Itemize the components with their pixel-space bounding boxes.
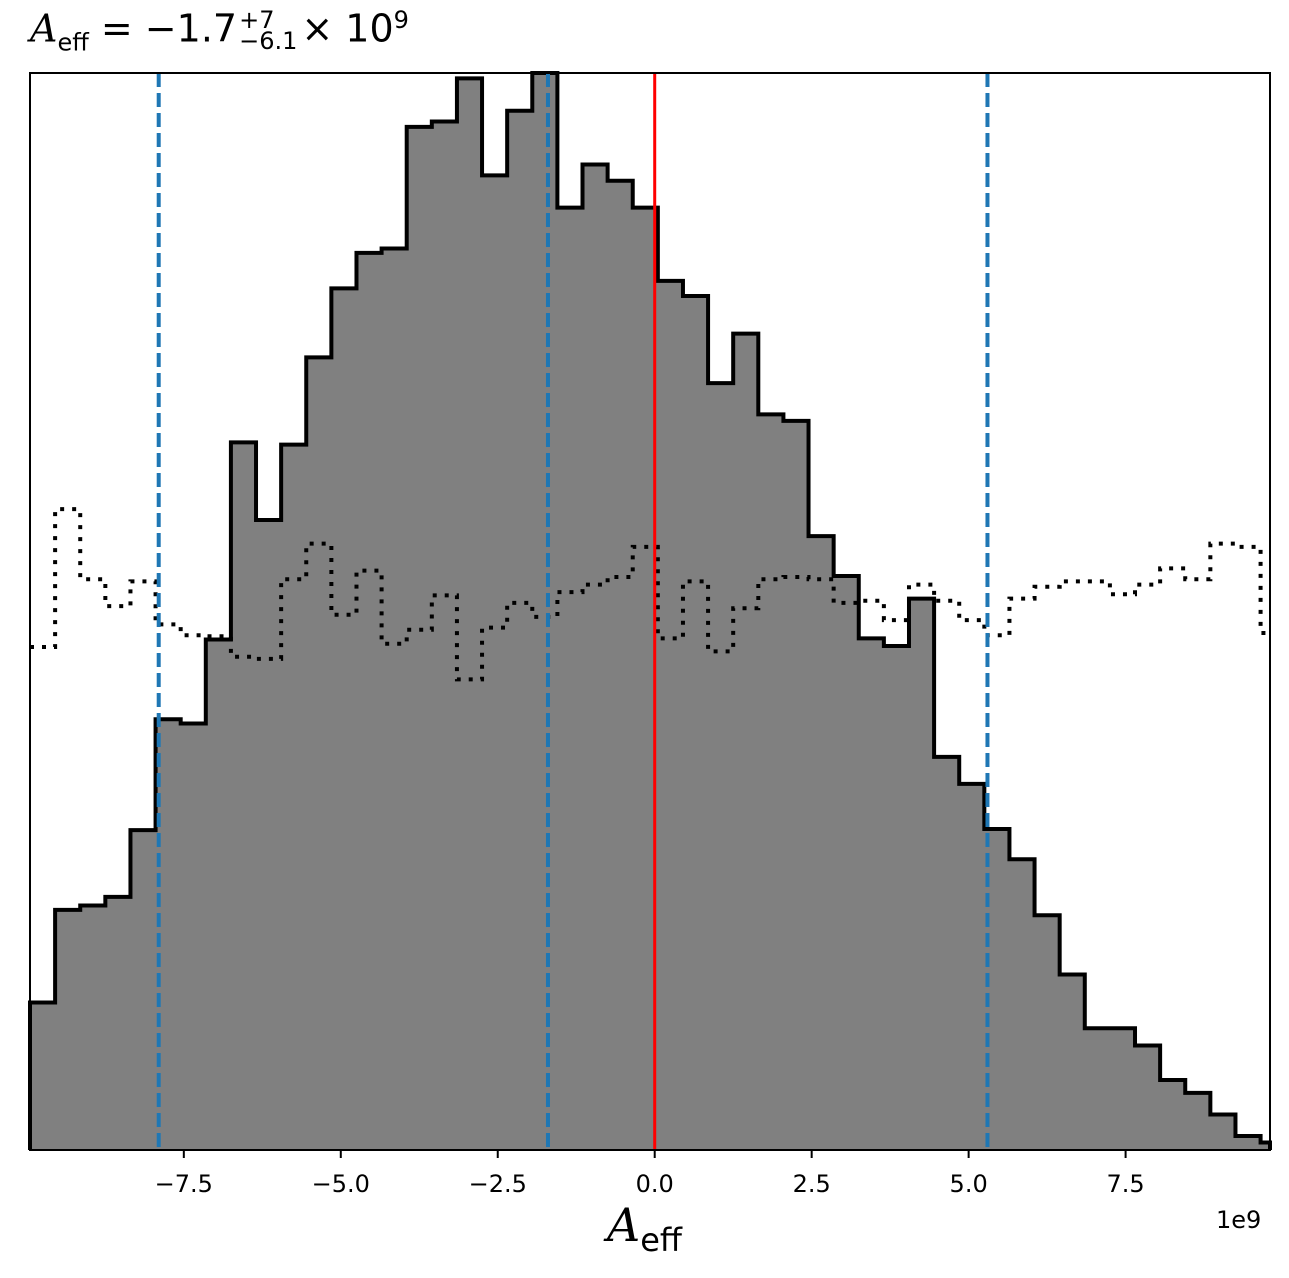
histogram-bar <box>256 519 282 1150</box>
histogram-bar <box>657 280 684 1151</box>
histogram-bar <box>105 896 131 1150</box>
histogram-bar <box>130 830 157 1150</box>
x-tick-label: 7.5 <box>1107 1170 1145 1198</box>
histogram-bar <box>908 598 935 1150</box>
histogram-bar <box>582 164 609 1151</box>
histogram-bar <box>281 444 307 1150</box>
x-tick-label: −7.5 <box>155 1170 213 1198</box>
histogram-bar <box>1109 1028 1136 1150</box>
quantile-lines-layer <box>29 73 990 1150</box>
histogram-bar <box>30 1002 56 1150</box>
histogram-bar <box>532 73 558 1150</box>
x-tick-label: −5.0 <box>312 1170 370 1198</box>
histogram-bar <box>1160 1079 1186 1150</box>
histogram-bar <box>934 756 960 1150</box>
histogram-bar <box>833 575 860 1150</box>
title-minus-err: −6.1 <box>239 27 298 56</box>
histogram-bar <box>406 126 433 1151</box>
histogram-bar <box>858 638 885 1150</box>
histogram-bar <box>230 442 257 1150</box>
histogram-bar <box>607 180 634 1150</box>
histogram-bar <box>1059 974 1086 1150</box>
histogram-bar <box>431 121 458 1151</box>
prior-histogram-outline <box>30 507 1270 682</box>
title-symbol: A <box>30 6 58 51</box>
histogram-bar <box>80 905 106 1150</box>
x-tick-label: 2.5 <box>793 1170 831 1198</box>
histogram-fill-layer <box>30 73 1271 1151</box>
histogram-bar <box>1034 915 1061 1150</box>
histogram-bar <box>1135 1045 1161 1150</box>
title-exponent: 9 <box>393 6 409 34</box>
x-tick-label: 5.0 <box>950 1170 988 1198</box>
title-multiplier: × 10 <box>301 6 394 51</box>
histogram-bar <box>557 207 584 1150</box>
chart-title: Aeff = −1.7 +7 −6.1 × 109 <box>30 6 409 56</box>
x-axis-label: Aeff <box>607 1198 682 1259</box>
histogram-bar <box>456 78 483 1150</box>
histogram-bar <box>708 383 734 1150</box>
histogram-bar <box>733 333 759 1150</box>
x-axis-label-subscript: eff <box>640 1221 682 1260</box>
histogram-bar <box>959 783 985 1150</box>
histogram-bar <box>205 639 232 1150</box>
histogram-bar <box>306 357 332 1150</box>
histogram-bar <box>758 414 784 1150</box>
histogram-bar <box>482 175 508 1150</box>
histogram-bar <box>883 645 910 1150</box>
histogram-bar <box>1235 1135 1262 1150</box>
histogram-outline <box>28 71 1272 1150</box>
x-axis-offset-label: 1e9 <box>1216 1206 1262 1234</box>
histogram-bar <box>682 295 709 1151</box>
x-ticks-layer: −7.5 −5.0 −2.5 0.0 2.5 5.0 7.5 <box>155 1150 1145 1198</box>
title-errors: +7 −6.1 <box>239 5 298 56</box>
histogram-bar <box>783 420 810 1151</box>
title-value: −1.7 <box>144 6 238 51</box>
title-plus-err: +7 <box>239 5 275 34</box>
histogram-bar <box>381 248 408 1150</box>
histogram-bar <box>356 252 383 1150</box>
histogram-bar <box>331 288 357 1150</box>
plot-frame <box>29 72 1271 1151</box>
histogram-bar <box>180 723 207 1150</box>
x-axis-label-symbol: A <box>607 1198 641 1252</box>
histogram-bar <box>1084 1028 1111 1150</box>
title-subscript: eff <box>57 28 89 57</box>
histogram-bar <box>1260 1142 1271 1150</box>
histogram-bar <box>808 536 835 1150</box>
histogram-bar <box>1185 1092 1211 1150</box>
x-tick-label: 0.0 <box>636 1170 674 1198</box>
x-tick-label: −2.5 <box>469 1170 527 1198</box>
histogram-bar <box>1210 1114 1236 1150</box>
histogram-bar <box>55 909 81 1150</box>
histogram-bar <box>507 110 533 1151</box>
title-equals: = <box>100 6 133 51</box>
histogram-bar <box>1009 859 1036 1150</box>
